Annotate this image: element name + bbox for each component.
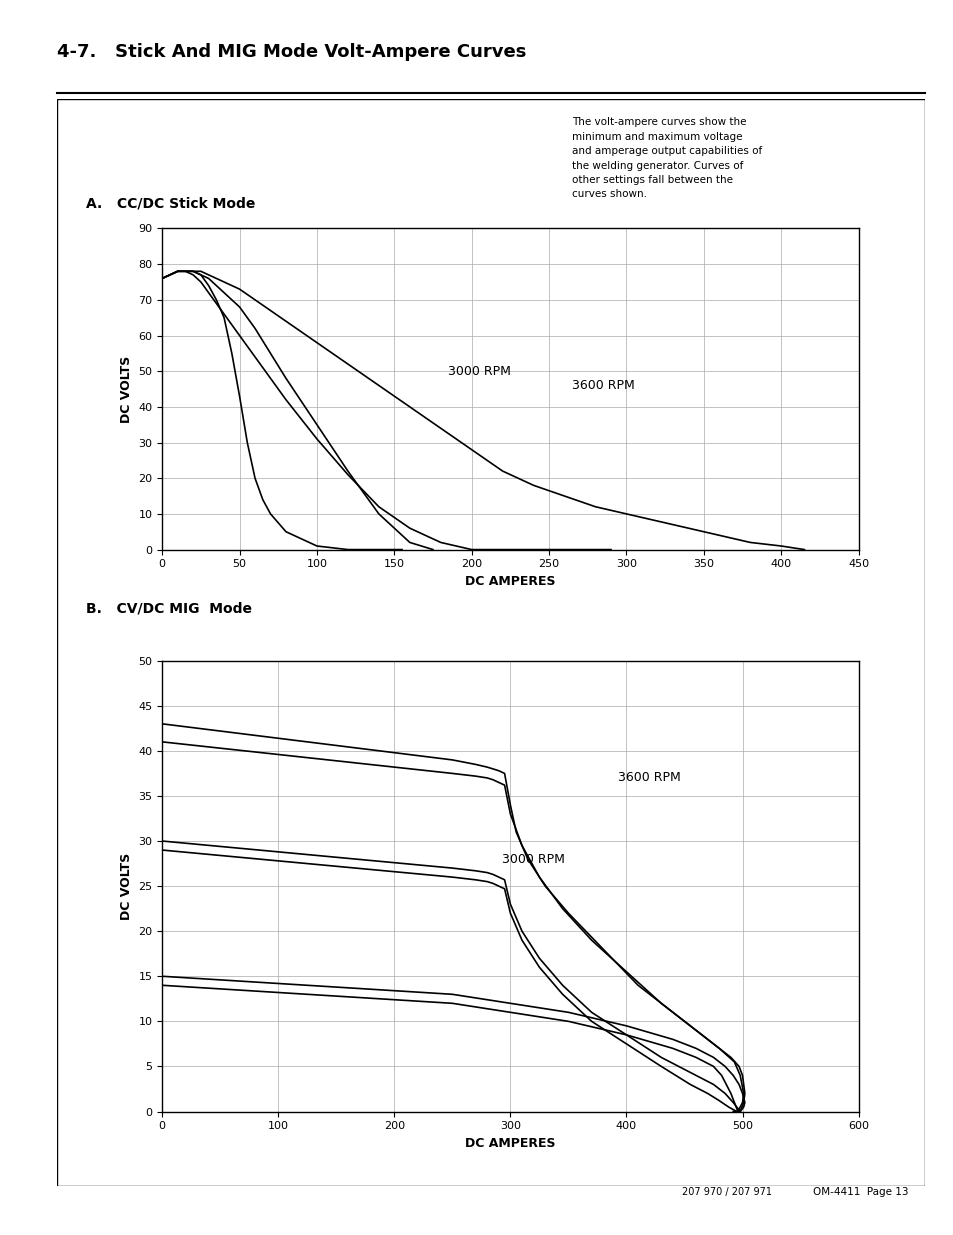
Text: A.   CC/DC Stick Mode: A. CC/DC Stick Mode — [86, 196, 255, 211]
X-axis label: DC AMPERES: DC AMPERES — [465, 1136, 555, 1150]
Y-axis label: DC VOLTS: DC VOLTS — [120, 852, 132, 920]
Text: 3000 RPM: 3000 RPM — [448, 364, 511, 378]
Text: 3000 RPM: 3000 RPM — [501, 852, 564, 866]
Text: 3600 RPM: 3600 RPM — [618, 772, 680, 784]
Text: The volt-ampere curves show the
minimum and maximum voltage
and amperage output : The volt-ampere curves show the minimum … — [572, 117, 761, 199]
Y-axis label: DC VOLTS: DC VOLTS — [120, 356, 132, 422]
Text: B.   CV/DC MIG  Mode: B. CV/DC MIG Mode — [86, 601, 252, 615]
Text: 4-7.   Stick And MIG Mode Volt-Ampere Curves: 4-7. Stick And MIG Mode Volt-Ampere Curv… — [57, 43, 526, 62]
Text: OM-4411  Page 13: OM-4411 Page 13 — [812, 1187, 907, 1197]
Text: 207 970 / 207 971: 207 970 / 207 971 — [681, 1187, 772, 1197]
X-axis label: DC AMPERES: DC AMPERES — [465, 574, 555, 588]
Text: 3600 RPM: 3600 RPM — [572, 379, 635, 391]
